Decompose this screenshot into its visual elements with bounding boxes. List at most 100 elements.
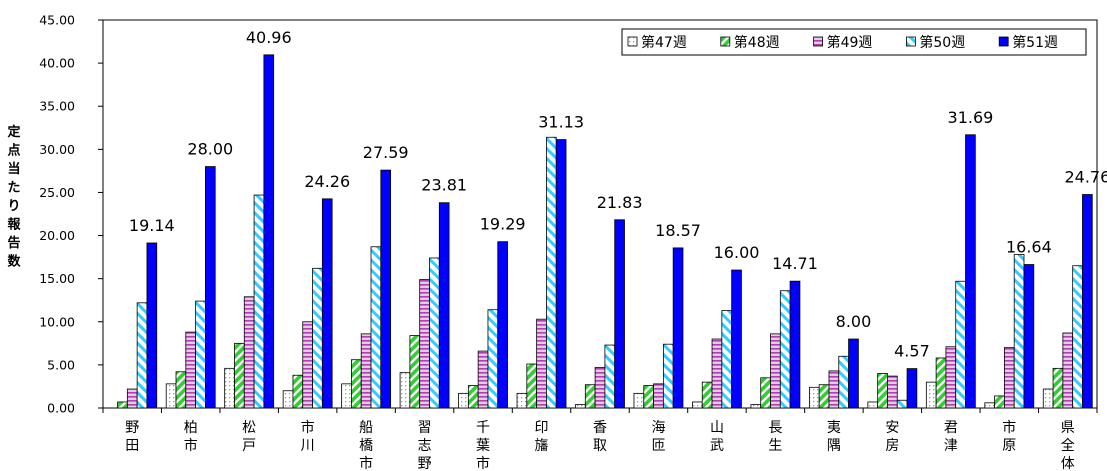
y-tick-label: 35.00 (39, 99, 75, 114)
y-tick-label: 40.00 (39, 56, 75, 71)
bar (994, 395, 1005, 409)
bar (1052, 367, 1064, 409)
bar (458, 392, 469, 409)
x-tick-label: 夷隅 (827, 420, 841, 454)
bar (935, 357, 947, 409)
y-tick-label: 45.00 (39, 13, 75, 28)
bar (351, 359, 362, 409)
bar (487, 309, 499, 409)
bar (896, 399, 908, 409)
legend-label: 第51週 (1012, 34, 1058, 51)
data-label: 27.59 (363, 143, 409, 162)
data-label: 21.83 (597, 193, 643, 212)
data-label: 24.26 (304, 172, 350, 191)
bar (302, 321, 313, 409)
bar (263, 54, 275, 409)
x-tick-label: 山武 (710, 420, 724, 454)
bar (312, 267, 323, 409)
bar (555, 139, 567, 409)
bar (409, 335, 421, 409)
bar (575, 404, 586, 409)
data-label: 31.13 (538, 113, 584, 132)
bar (887, 375, 898, 409)
bar (838, 355, 849, 409)
bar (185, 331, 197, 409)
bar (711, 338, 723, 409)
bar (1003, 347, 1015, 409)
x-tick-label: 市原 (1002, 419, 1016, 454)
bar (1072, 265, 1083, 409)
bar (1042, 388, 1054, 409)
bar (243, 296, 255, 409)
plot-area: 0.00 5.00 10.00 15.00 20.00 25.00 30.00 35.00 40… (39, 13, 1107, 471)
bar (808, 386, 820, 409)
bar (165, 383, 177, 409)
data-label: 19.14 (129, 216, 175, 235)
bar (380, 169, 392, 409)
bar (321, 198, 333, 409)
legend-swatch (720, 36, 731, 47)
bar (692, 401, 703, 409)
y-tick-label: 30.00 (39, 142, 75, 157)
bar (136, 302, 148, 409)
legend-swatch (627, 36, 638, 47)
x-tick-label: 柏市 (184, 420, 198, 454)
data-label: 31.69 (948, 108, 994, 127)
x-tick-label: 野田 (125, 420, 139, 454)
y-tick-label: 0.00 (47, 401, 75, 416)
bar (760, 377, 771, 409)
bar (867, 401, 879, 409)
data-label: 24.76 (1064, 168, 1107, 187)
bar (1023, 264, 1035, 409)
bar (224, 367, 235, 409)
bar (965, 134, 976, 409)
x-tick-label: 市川 (301, 419, 315, 454)
legend: 第47週 第48週 第49週 第50週 第51週 (621, 28, 1087, 56)
bar (146, 242, 158, 409)
bar (253, 194, 265, 409)
bar (360, 333, 372, 409)
bar (643, 385, 654, 409)
bar (701, 381, 713, 409)
bar (604, 344, 616, 409)
bar (955, 280, 966, 409)
legend-label: 第49週 (827, 34, 873, 51)
bar (477, 350, 489, 409)
y-tick-label: 10.00 (39, 314, 75, 329)
bar (282, 390, 294, 409)
bar (662, 343, 674, 409)
bar (594, 367, 606, 409)
y-tick-label: 25.00 (39, 185, 75, 200)
x-tick-label: 長生 (768, 420, 782, 454)
bar (175, 371, 187, 409)
y-axis-label: 定点当たり報告数 (6, 124, 21, 270)
legend-swatch (998, 36, 1009, 47)
data-label: 23.81 (421, 176, 467, 195)
x-tick-label: 県全体 (1061, 420, 1075, 471)
x-tick-label: 松戸 (242, 420, 256, 454)
bar (429, 257, 440, 409)
bar (292, 374, 304, 409)
bar (828, 370, 840, 409)
data-label: 4.57 (894, 342, 930, 361)
legend-label: 第50週 (919, 34, 965, 51)
x-tick-label: 印旛 (535, 420, 549, 454)
x-tick-label: 習志野 (418, 420, 432, 471)
bar (419, 279, 430, 409)
bar (925, 381, 937, 409)
bar (1082, 194, 1093, 409)
y-axis-label-text: 定点当たり報告数 (6, 124, 21, 270)
bar (984, 402, 995, 409)
bar (370, 246, 382, 409)
bar (614, 219, 625, 409)
bar (126, 388, 138, 409)
y-tick-label: 5.00 (47, 357, 75, 372)
bar (205, 166, 216, 409)
bar (770, 333, 781, 409)
bar (653, 383, 664, 409)
data-label: 16.00 (714, 243, 760, 262)
x-tick-label: 海匝 (651, 420, 665, 454)
bar (467, 385, 479, 409)
bar (818, 384, 830, 409)
